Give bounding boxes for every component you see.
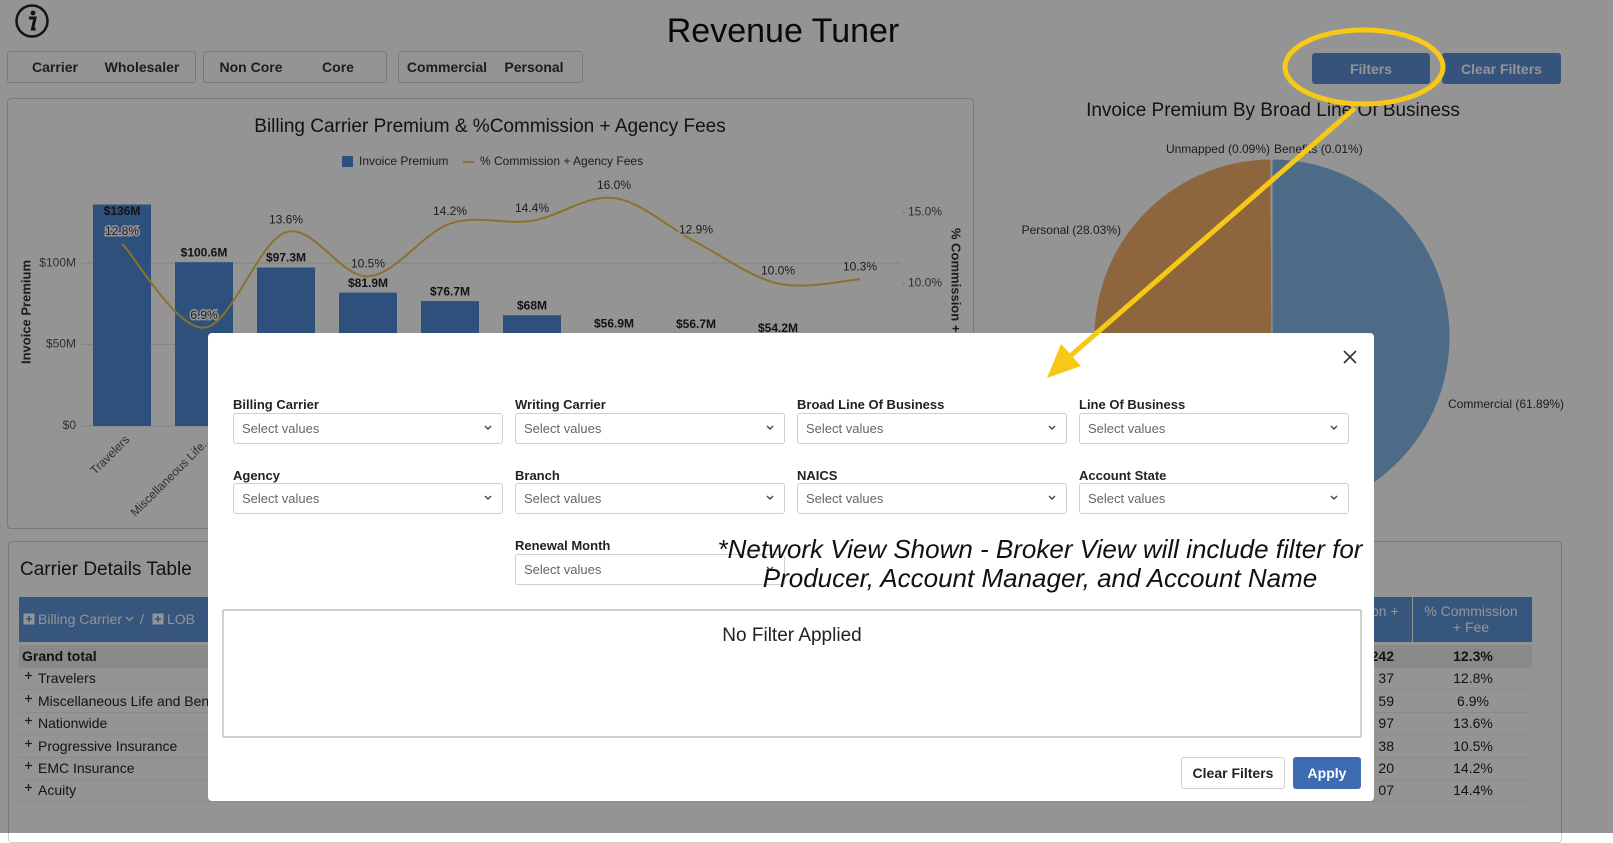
field-label: Writing Carrier	[515, 397, 606, 412]
placeholder: Select values	[242, 491, 319, 506]
chevron-path	[485, 496, 491, 499]
chevron	[766, 495, 774, 501]
chevron	[1330, 425, 1338, 431]
chevron-path	[1331, 426, 1337, 429]
placeholder: Select values	[1088, 491, 1165, 506]
placeholder: Select values	[242, 421, 319, 436]
field-label: Renewal Month	[515, 538, 610, 553]
placeholder: Select values	[1088, 421, 1165, 436]
select[interactable]: Select values	[515, 413, 785, 444]
select[interactable]: Select values	[797, 483, 1067, 514]
placeholder: Select values	[806, 491, 883, 506]
chevron-path	[1049, 426, 1055, 429]
chevron-path	[485, 426, 491, 429]
placeholder: Select values	[524, 562, 601, 577]
chevron-path	[767, 496, 773, 499]
field-label: Account State	[1079, 468, 1166, 483]
field-label: Agency	[233, 468, 280, 483]
select[interactable]: Select values	[515, 483, 785, 514]
field-label: Billing Carrier	[233, 397, 319, 412]
clear-filters-button[interactable]: Clear Filters	[1181, 757, 1285, 789]
chevron-path	[767, 426, 773, 429]
placeholder: Select values	[524, 491, 601, 506]
field-label: Branch	[515, 468, 560, 483]
chevron-path	[1049, 496, 1055, 499]
chevron	[484, 495, 492, 501]
placeholder: Select values	[806, 421, 883, 436]
select[interactable]: Select values	[233, 483, 503, 514]
chevron	[766, 425, 774, 431]
chevron	[1330, 495, 1338, 501]
placeholder: Select values	[524, 421, 601, 436]
filter-status: No Filter Applied	[222, 625, 1362, 647]
select[interactable]: Select values	[233, 413, 503, 444]
chevron	[1048, 495, 1056, 501]
chevron	[1048, 425, 1056, 431]
chevron	[484, 425, 492, 431]
field-label: Line Of Business	[1079, 397, 1185, 412]
annotation-note: *Network View Shown - Broker View will i…	[690, 534, 1390, 565]
annotation-note: Producer, Account Manager, and Account N…	[690, 563, 1390, 594]
select[interactable]: Select values	[1079, 413, 1349, 444]
chevron-path	[1331, 496, 1337, 499]
select[interactable]: Select values	[797, 413, 1067, 444]
field-label: NAICS	[797, 468, 837, 483]
close-button[interactable]	[1343, 350, 1357, 364]
apply-button[interactable]: Apply	[1293, 757, 1361, 789]
select[interactable]: Select values	[1079, 483, 1349, 514]
field-label: Broad Line Of Business	[797, 397, 944, 412]
